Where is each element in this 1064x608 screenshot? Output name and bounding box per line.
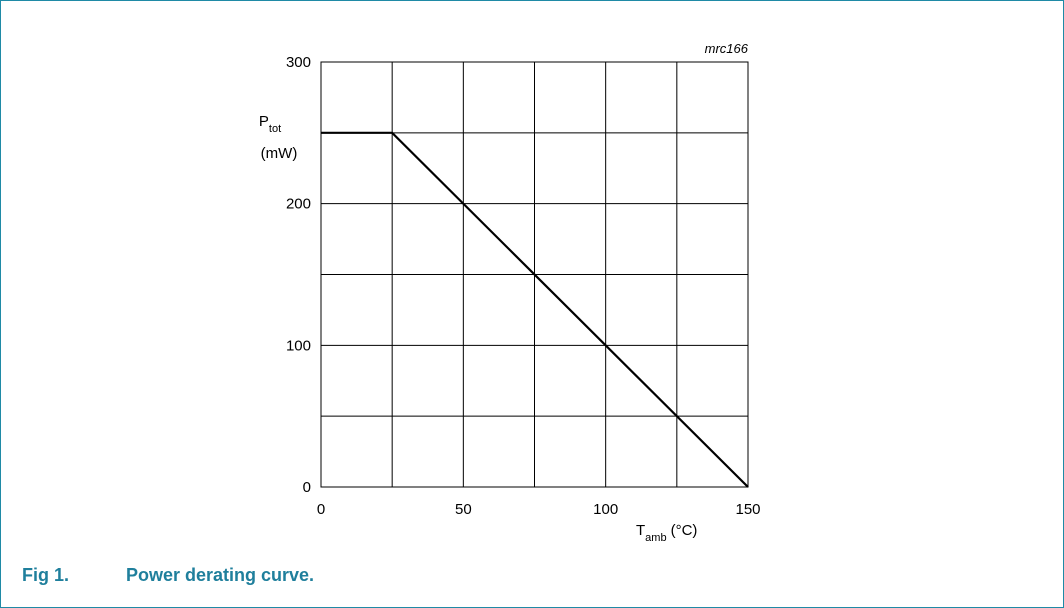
figure-code: mrc166 <box>705 41 749 56</box>
x-tick-label: 100 <box>593 501 618 518</box>
derating-curve-line <box>321 131 749 488</box>
y-axis-label: Ptot <box>259 113 281 135</box>
x-axis-ticks: 0 50 100 150 <box>317 501 761 518</box>
power-derating-chart: 0 50 100 150 0 100 200 300 mrc166 Ptot (mW) Ta… <box>259 41 761 544</box>
y-tick-label: 200 <box>286 196 311 213</box>
y-tick-label: 100 <box>286 337 311 354</box>
x-axis-label-subscript: amb <box>645 532 666 544</box>
y-axis-label-main: P <box>259 113 269 130</box>
chart-series <box>321 131 749 488</box>
y-axis-ticks: 0 100 200 300 <box>286 54 311 496</box>
y-tick-label: 0 <box>303 479 311 496</box>
figure-caption-number: Fig 1. <box>22 565 70 585</box>
x-tick-label: 0 <box>317 501 325 518</box>
y-tick-label: 300 <box>286 54 311 71</box>
x-tick-label: 150 <box>735 501 760 518</box>
x-axis-label-main: T <box>636 522 645 539</box>
x-axis-label: Tamb (°C) <box>636 522 697 544</box>
y-axis-label-subscript: tot <box>269 123 281 135</box>
figure-caption-text: Power derating curve. <box>126 565 315 585</box>
figure-caption: Fig 1. Power derating curve. <box>22 565 314 586</box>
x-axis-unit: (°C) <box>671 522 698 539</box>
chart-plot-border <box>320 61 749 488</box>
plot-area-border <box>320 61 749 488</box>
x-tick-label: 50 <box>455 501 472 518</box>
y-axis-unit: (mW) <box>261 145 298 162</box>
